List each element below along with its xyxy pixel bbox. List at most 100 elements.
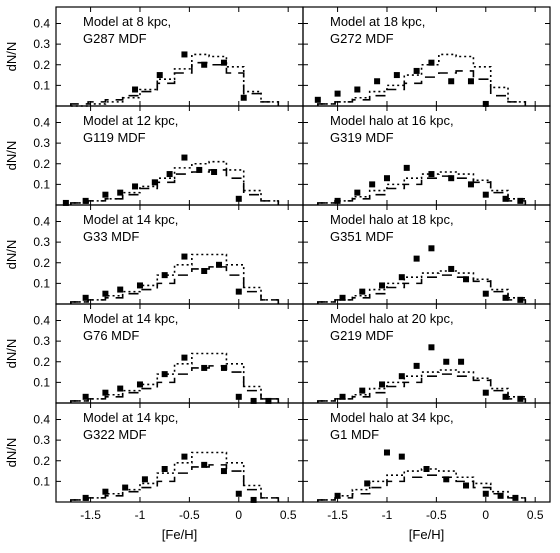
data-point [502,294,509,301]
data-point [463,276,470,283]
model-dotted-histogram [317,369,527,403]
data-point [428,171,435,178]
data-point [354,189,361,196]
data-point [82,393,89,400]
y-axis-title: dN/N [4,141,19,171]
panel-label-line1: Model at 14 kpc, [83,410,178,425]
panel-label-line2: G219 MDF [330,328,394,343]
data-point [502,393,509,400]
panel-left-4: Model at 14 kpc, G76 MDF 0.1 0.2 0.3 0.4 [33,303,304,404]
data-point [364,480,371,487]
panel-right-2: Model halo at 16 kpc, G319 MDF [302,105,551,206]
data-point [265,397,272,404]
panel-label-line2: G322 MDF [83,427,147,442]
data-point [196,166,203,173]
y-tick-label: 0.2 [33,355,50,369]
x-tick-label: -0.5 [426,508,447,522]
data-point [428,245,435,252]
data-point [517,296,524,303]
model-dotted-histogram [317,53,527,106]
panel-label-line2: G287 MDF [83,31,147,46]
data-point [413,362,420,369]
data-point [482,490,489,497]
data-point [443,476,450,483]
data-point [482,191,489,198]
data-point [443,358,450,365]
y-tick-label: 0.4 [33,215,50,229]
data-point [517,197,524,204]
y-tick-label: 0.2 [33,157,50,171]
panel-label-line2: G1 MDF [330,427,379,442]
model-dotted-histogram [70,160,280,205]
data-point [136,282,143,289]
data-point [132,86,139,93]
y-tick-label: 0.4 [33,314,50,328]
panel-label-line1: Model at 12 kpc, [83,113,178,128]
data-point [250,397,257,404]
data-point [359,288,366,295]
data-point [161,371,168,378]
data-point [423,466,430,472]
panel-label-line1: Model at 8 kpc, [83,14,171,29]
data-point [235,195,242,202]
data-point [250,496,257,503]
panel-label-line1: Model at 18 kpc, [330,14,425,29]
data-point [467,181,474,188]
data-point [132,183,139,190]
data-point [240,94,247,101]
y-axis-title: dN/N [4,438,19,468]
data-point [374,78,381,85]
data-point [398,373,405,380]
data-point [354,86,361,93]
panel-right-1: Model at 18 kpc, G272 MDF [302,6,551,107]
data-point [181,51,188,58]
data-point [334,90,341,97]
data-point [117,385,124,392]
data-point [517,395,524,402]
model-dashed-histogram [317,373,527,403]
panel-right-4: Model halo at 20 kpc, G219 MDF [302,303,551,404]
data-point [393,72,400,79]
y-tick-label: 0.3 [33,37,50,51]
data-point [369,181,376,188]
model-dashed-histogram [70,464,280,502]
panel-label-line1: Model halo at 20 kpc, [330,311,454,326]
data-point [82,197,89,204]
panel-label-line1: Model halo at 34 kpc, [330,410,454,425]
y-tick-label: 0.1 [33,177,50,191]
data-point [339,393,346,400]
data-point [102,290,109,297]
data-point [235,490,242,497]
data-point [82,294,89,301]
panel-label-line2: G76 MDF [83,328,139,343]
x-tick-label: -1 [135,508,146,522]
data-point [117,286,124,293]
x-axis-title-left: [Fe/H] [162,527,197,542]
data-point [383,449,390,456]
data-point [211,169,218,175]
y-tick-label: 0.3 [33,433,50,447]
data-point [334,197,341,204]
data-point [398,274,405,281]
panel-label-line1: Model halo at 16 kpc, [330,113,454,128]
x-axis-title-right: [Fe/H] [409,527,444,542]
data-point [383,175,390,182]
data-point [482,389,489,396]
x-tick-label: 0.5 [280,508,297,522]
data-point [166,171,173,178]
panel-left-1: Model at 8 kpc, G287 MDF 0.1 0.2 0.3 0.4 [33,6,304,107]
data-point [512,494,519,501]
data-point [482,290,489,297]
y-tick-label: 0.1 [33,375,50,389]
x-tick-label: -1.5 [80,508,101,522]
data-point [82,494,89,501]
data-point [467,78,474,85]
y-axis-title: dN/N [4,240,19,270]
data-point [339,294,346,301]
data-point [413,255,420,262]
data-point [403,164,410,171]
x-tick-label: 0.5 [527,508,544,522]
x-tick-label: 0 [482,508,489,522]
model-dotted-histogram [317,468,527,502]
data-point [181,453,188,460]
